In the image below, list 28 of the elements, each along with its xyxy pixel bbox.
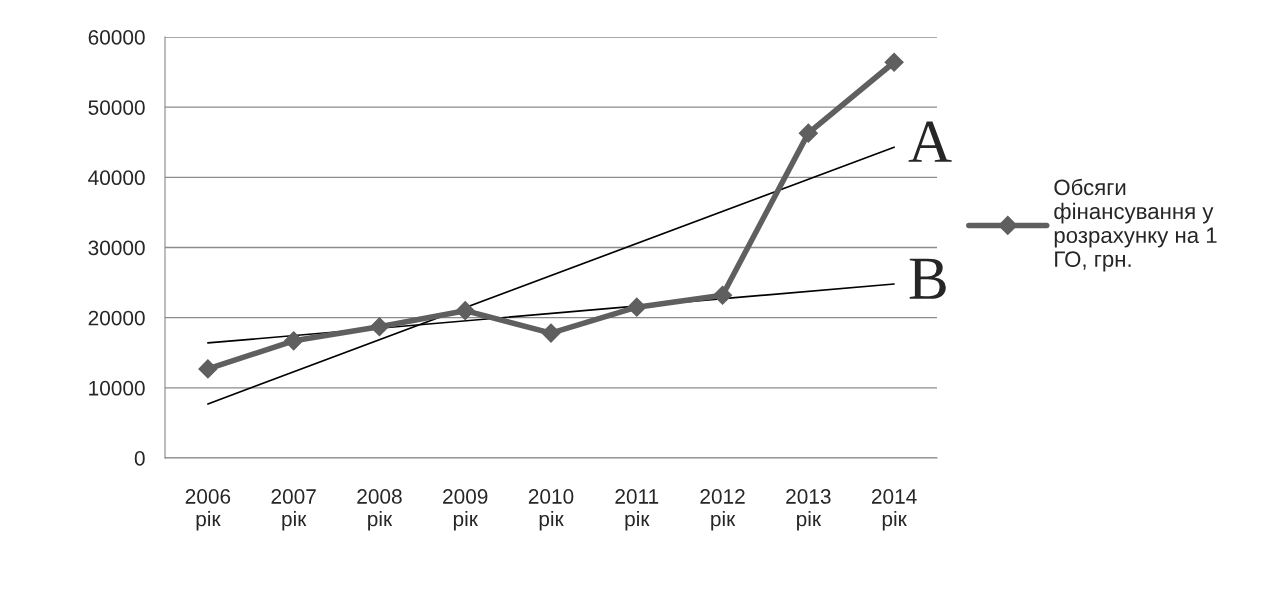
x-tick-label: 2013 рік xyxy=(786,489,831,531)
point xyxy=(541,323,561,343)
y-tick-label: 20000 xyxy=(88,310,145,326)
point xyxy=(713,285,733,305)
x-tick-label: 2007 рік xyxy=(271,489,316,531)
y-tick-label: 0 xyxy=(134,451,145,466)
x-tick-label: 2010 рік xyxy=(528,489,574,531)
y-tick-label: 40000 xyxy=(88,170,145,186)
y-tick-label: 30000 xyxy=(88,240,145,256)
point xyxy=(284,331,304,351)
point xyxy=(884,52,904,72)
y-tick-label: 50000 xyxy=(88,100,145,115)
y-tick-label: 60000 xyxy=(88,30,145,45)
x-tick-label: 2012 рік xyxy=(700,489,745,531)
x-tick-label: 2014 рік xyxy=(871,489,917,531)
legend-label: Обсяги фінансування у розрахунку на 1 ГО, грн. xyxy=(1054,178,1217,272)
point xyxy=(798,123,818,143)
annotation: A xyxy=(908,121,952,162)
x-tick-label: 2008 рік xyxy=(357,489,402,531)
point xyxy=(455,301,475,321)
point xyxy=(198,359,218,379)
annotation: B xyxy=(909,258,946,299)
point xyxy=(369,317,389,337)
y-tick-label: 10000 xyxy=(89,380,145,396)
point xyxy=(627,297,647,317)
x-tick-label: 2011 рік xyxy=(615,489,659,531)
x-tick-label: 2006 рік xyxy=(185,489,231,531)
x-tick-label: 2009 рік xyxy=(443,489,488,531)
